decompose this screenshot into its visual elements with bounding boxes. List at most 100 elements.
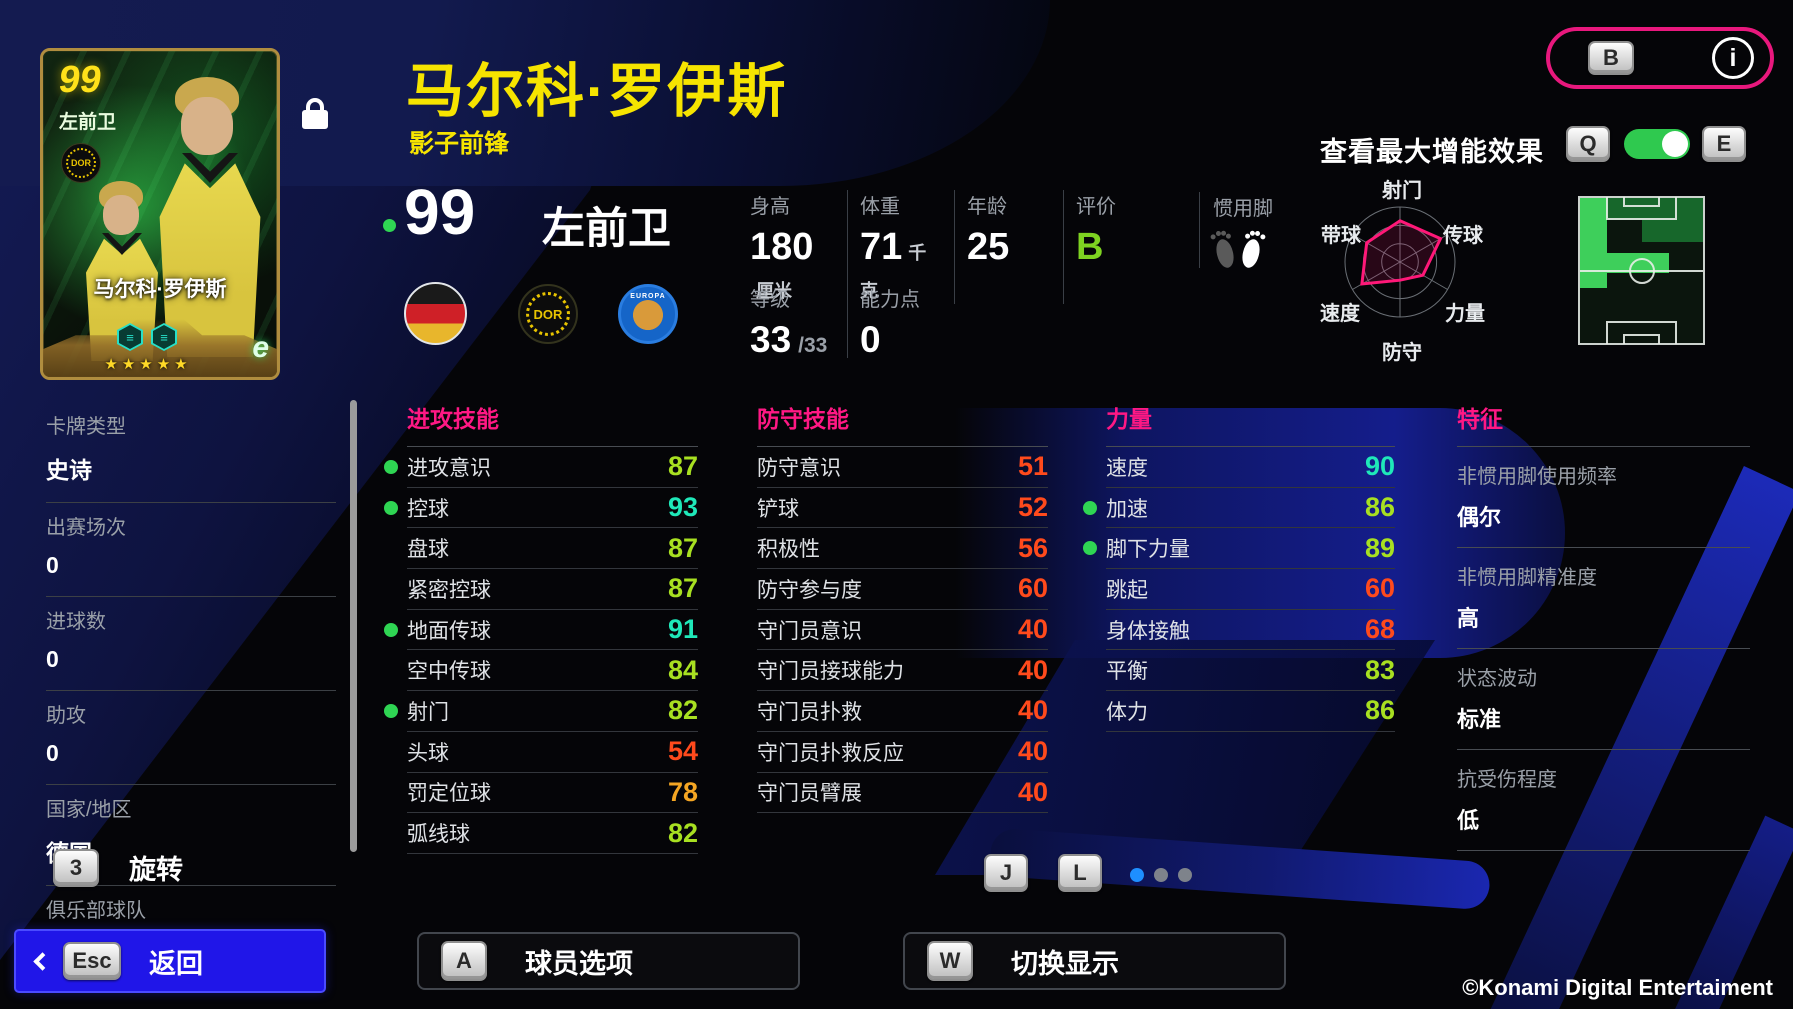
- stat-label: 守门员扑救反应: [757, 741, 904, 765]
- stat-row: 速度 90: [1106, 447, 1395, 488]
- stat-label: 盘球: [407, 538, 449, 562]
- boost-toggle-label: 查看最大增能效果: [1320, 137, 1544, 167]
- stat-value: 87: [667, 532, 698, 563]
- radar-label-passing: 传球: [1443, 225, 1483, 247]
- stat-label: 控球: [407, 497, 449, 521]
- card-rating: 99: [56, 59, 105, 101]
- info-appearances: 出赛场次 0: [46, 503, 336, 597]
- stat-label: 平衡: [1106, 660, 1148, 684]
- stat-row: 射门 82: [384, 691, 698, 732]
- stat-row: 地面传球 91: [384, 610, 698, 651]
- strong-foot: 惯用脚: [1199, 192, 1273, 270]
- stat-row: 防守参与度 60: [757, 569, 1048, 610]
- stats-scrollbar[interactable]: [350, 400, 357, 852]
- traits-column: 特征 非惯用脚使用频率 偶尔 非惯用脚精准度高 状态波动 标准 抗受伤程度低: [1457, 400, 1750, 851]
- strength-skills-column: 力量 速度 90 加速 86 脚下力量 89 跳起 60 身体接触 68 平衡 83 体力 86: [1083, 400, 1395, 732]
- stat-grade: 评价 B: [1063, 190, 1183, 304]
- stat-label: 紧密控球: [407, 578, 491, 602]
- toggle-knob: [1662, 131, 1688, 157]
- key-e[interactable]: E: [1702, 126, 1746, 162]
- stat-row: 身体接触 68: [1106, 610, 1395, 651]
- back-button[interactable]: Esc 返回: [14, 929, 326, 993]
- stat-group-title: 进攻技能: [407, 400, 698, 447]
- trait-row: 非惯用脚精准度高: [1457, 548, 1750, 649]
- stat-label: 守门员扑救: [757, 700, 862, 724]
- defense-skills-column: 防守技能 防守意识 51 铲球 52 积极性 56 防守参与度 60 守门员意识 40 守门员接球能力…: [757, 400, 1048, 814]
- stat-value: 78: [667, 776, 698, 807]
- stat-value: 82: [667, 817, 698, 848]
- key-3[interactable]: 3: [53, 848, 99, 887]
- attack-skills-column: 进攻技能 进攻意识 87 控球 93 盘球 87 紧密控球 87 地面传球 91 空中传球 84 射门 82…: [384, 400, 698, 854]
- key-esc[interactable]: Esc: [63, 942, 121, 980]
- stat-group-title: 力量: [1106, 400, 1395, 447]
- stat-value: 40: [1017, 736, 1048, 767]
- key-w[interactable]: W: [927, 941, 973, 981]
- club-badge-icon: DOR: [61, 143, 101, 183]
- card-stars: ★★★★★: [104, 356, 192, 373]
- stat-row: 空中传球 84: [407, 650, 698, 692]
- stat-value: 90: [1364, 451, 1395, 482]
- chevron-left-icon: [33, 951, 52, 971]
- pitch-goal-box-top: [1623, 197, 1660, 207]
- league-badge-icon: EUROPA: [618, 284, 678, 344]
- stat-value: 87: [667, 573, 698, 604]
- stat-label: 罚定位球: [407, 782, 491, 806]
- copyright-notice: ©Konami Digital Entertaiment: [1462, 975, 1773, 1000]
- info-card-type: 卡牌类型 史诗: [46, 402, 336, 503]
- key-b[interactable]: B: [1588, 41, 1634, 75]
- info-icon[interactable]: i: [1712, 37, 1754, 79]
- efootball-logo-icon: e: [252, 331, 269, 364]
- pitch-goal-box-bottom: [1623, 334, 1660, 344]
- stat-label: 防守意识: [757, 456, 841, 480]
- page-dot[interactable]: [1154, 868, 1168, 882]
- stat-value: 54: [667, 736, 698, 767]
- rotate-control[interactable]: 3 旋转: [53, 848, 183, 887]
- stat-row: 积极性 56: [757, 528, 1048, 570]
- stat-row: 脚下力量 89: [1083, 528, 1395, 570]
- pitch-heat-zone: [1641, 219, 1703, 242]
- stat-label: 进攻意识: [407, 456, 491, 480]
- stat-row: 铲球 52: [757, 488, 1048, 529]
- stat-row: 弧线球 82: [407, 813, 698, 854]
- toggle-display-button[interactable]: W 切换显示: [903, 932, 1286, 990]
- page-dot[interactable]: [1130, 868, 1144, 882]
- key-j[interactable]: J: [984, 854, 1028, 892]
- stat-level: 等级 33/33: [750, 289, 828, 360]
- trait-row: 状态波动 标准: [1457, 649, 1750, 750]
- boost-toggle[interactable]: [1624, 129, 1690, 159]
- key-a[interactable]: A: [441, 941, 487, 981]
- stat-value: 86: [1364, 492, 1395, 523]
- stat-value: 40: [1017, 654, 1048, 685]
- stat-row: 防守意识 51: [757, 447, 1048, 488]
- stat-label: 空中传球: [407, 660, 491, 684]
- card-player-name: 马尔科·罗伊斯: [93, 278, 227, 301]
- player-position: 左前卫: [542, 205, 671, 253]
- pitch-penalty-box-top: [1605, 197, 1678, 220]
- stat-row: 控球 93: [384, 488, 698, 529]
- boost-dot-icon: [1083, 500, 1097, 515]
- page-dot[interactable]: [1178, 868, 1192, 882]
- stat-label: 体力: [1106, 700, 1148, 724]
- stat-value: 87: [667, 451, 698, 482]
- stat-ability-points: 能力点 0: [847, 283, 997, 358]
- player-options-button[interactable]: A 球员选项: [417, 932, 800, 990]
- selected-control-group[interactable]: B i: [1546, 27, 1774, 89]
- left-foot-icon: [1213, 237, 1237, 270]
- stat-row: 跳起 60: [1106, 569, 1395, 610]
- stat-label: 身体接触: [1106, 619, 1190, 643]
- stat-value: 89: [1364, 532, 1395, 563]
- key-l[interactable]: L: [1058, 854, 1102, 892]
- stat-group-title: 特征: [1457, 400, 1750, 447]
- key-q[interactable]: Q: [1566, 126, 1610, 162]
- player-photo-front: [147, 77, 273, 357]
- stat-value: 91: [667, 614, 698, 645]
- info-club: 俱乐部球队: [46, 900, 146, 922]
- stat-row: 盘球 87: [407, 528, 698, 570]
- stat-row: 体力 86: [1106, 691, 1395, 732]
- stat-row: 进攻意识 87: [384, 447, 698, 488]
- stat-value: 60: [1364, 573, 1395, 604]
- stat-value: 52: [1017, 492, 1048, 523]
- stat-row: 守门员臂展 40: [757, 773, 1048, 814]
